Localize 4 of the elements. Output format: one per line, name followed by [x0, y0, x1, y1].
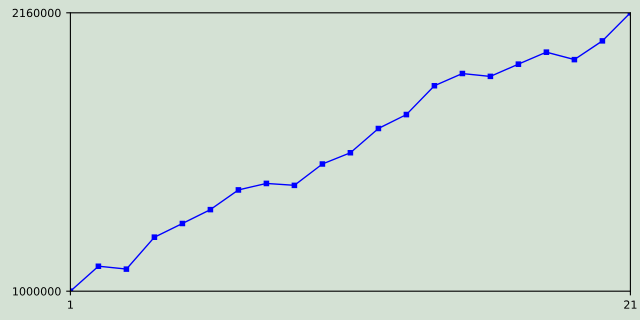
y-tick-label: 2160000 [12, 8, 61, 18]
x-tick-label: 1 [68, 300, 73, 309]
x-tick-label: 21 [624, 300, 636, 309]
y-tick-label: 1000000 [13, 287, 61, 296]
